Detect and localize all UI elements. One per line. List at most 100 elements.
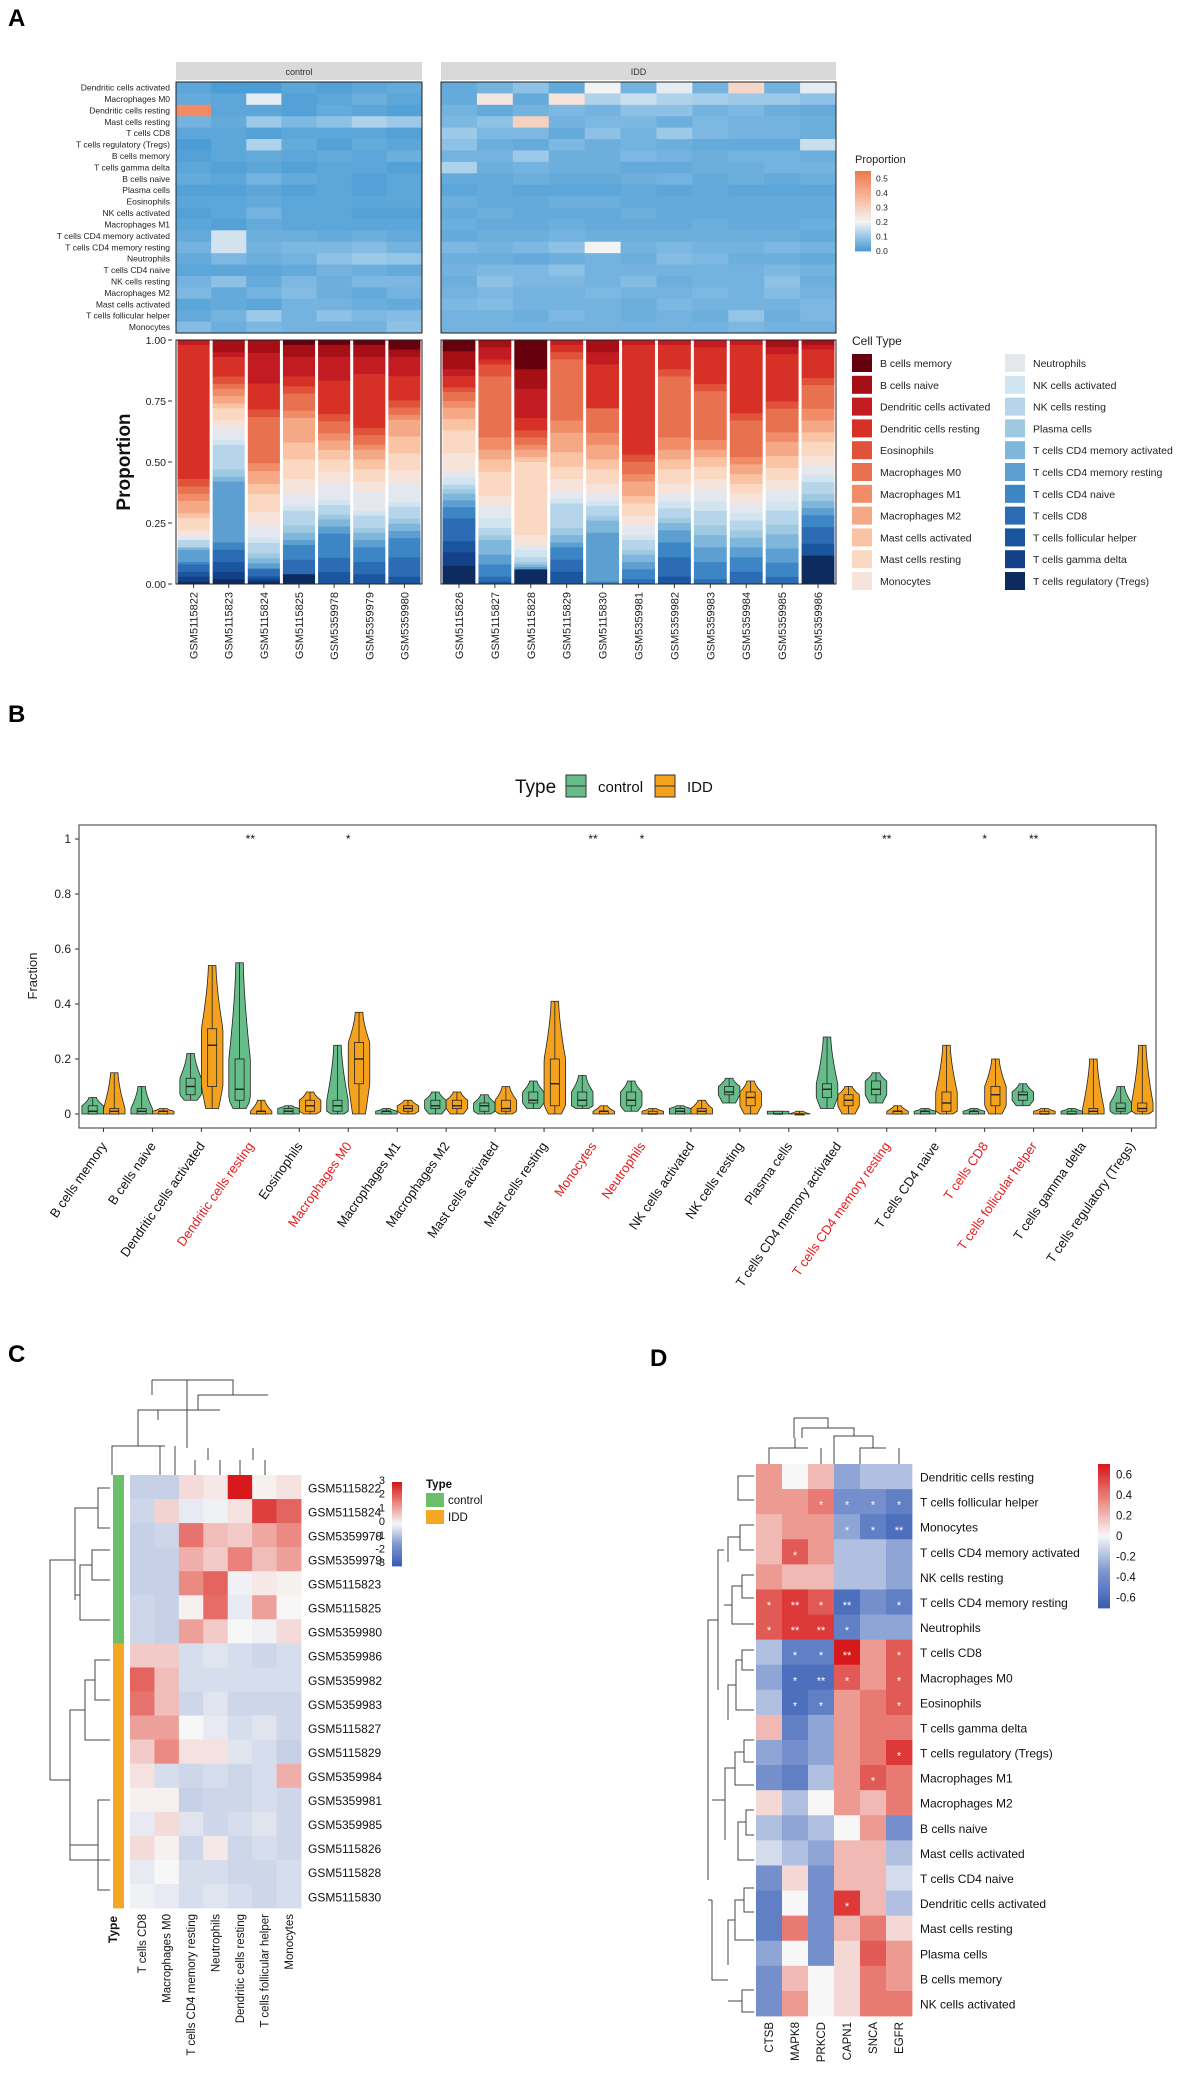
correlation-cell [808, 1990, 835, 2017]
heatmap-cell [211, 287, 247, 300]
colorbar-step [392, 1538, 402, 1542]
legend-swatch [1005, 354, 1025, 372]
heatmap-cell [211, 196, 247, 208]
heatmap-cell [728, 253, 765, 265]
heatmap-cell [584, 127, 621, 140]
heatmap-cell [692, 196, 729, 208]
stacked-segment [765, 456, 799, 469]
colorbar-step [1098, 1574, 1110, 1578]
stacked-segment [177, 501, 210, 514]
stacked-segment [247, 568, 280, 577]
heatmap-cell [441, 310, 478, 322]
heatmap-cell [281, 150, 317, 163]
heatmap-cell [476, 173, 514, 186]
legend-swatch [1005, 375, 1025, 394]
colorbar-step [855, 175, 871, 178]
row-label: Macrophages M1 [920, 1772, 1013, 1786]
colorbar-step [855, 217, 871, 220]
heatmap-cell [276, 1547, 302, 1572]
correlation-cell [808, 1689, 835, 1716]
heatmap-cell [512, 161, 550, 174]
heatmap-cell [154, 1571, 180, 1596]
stacked-segment [282, 393, 316, 412]
colorbar-step [855, 171, 871, 174]
legend-label: Macrophages M0 [880, 467, 961, 479]
correlation-cell [782, 1940, 809, 1967]
heatmap-cell [154, 1883, 180, 1909]
colorbar-step [1098, 1593, 1110, 1597]
heatmap-cell [176, 310, 212, 322]
stacked-segment [657, 523, 691, 531]
significance-star: * [793, 1550, 798, 1562]
heatmap-cell [154, 1715, 180, 1741]
box [1017, 1091, 1028, 1101]
stacked-segment [478, 437, 512, 451]
stacked-segment [622, 454, 655, 463]
stacked-segment [478, 459, 512, 473]
correlation-cell [860, 1940, 887, 1967]
stacked-segment [212, 403, 245, 409]
correlation-cell [886, 1539, 913, 1565]
heatmap-cell [620, 161, 657, 174]
heatmap-cell [476, 161, 514, 174]
heatmap-cell [656, 207, 693, 220]
correlation-cell [808, 1765, 835, 1791]
heatmap-cell [227, 1883, 253, 1909]
heatmap-cell [656, 298, 693, 311]
correlation-cell [860, 1790, 887, 1816]
heatmap-cell [764, 321, 801, 334]
heatmap-cell [176, 161, 212, 174]
heatmap-cell [351, 298, 388, 311]
heatmap-cell [620, 150, 657, 163]
heatmap-cell [764, 275, 801, 288]
heatmap-cell [512, 310, 550, 322]
heatmap-cell [176, 173, 212, 186]
heatmap-cell [211, 264, 247, 277]
heatmap-cell [227, 1643, 253, 1668]
heatmap-cell [178, 1523, 204, 1548]
heatmap-cell [252, 1715, 277, 1741]
colorbar-tick: -1 [375, 1530, 385, 1542]
heatmap-cell [316, 218, 353, 231]
x-category-label: T cells CD8 [940, 1139, 991, 1202]
heatmap-row-label: Plasma cells [122, 185, 170, 195]
sample-label: GSM5115822 [189, 592, 201, 659]
stacked-segment [622, 515, 655, 526]
heatmap-cell [548, 298, 586, 311]
heatmap-cell [656, 104, 693, 117]
heatmap-cell [692, 184, 729, 197]
stacked-segment [282, 340, 316, 346]
significance-star: * [845, 1625, 850, 1637]
stacked-segment [729, 340, 763, 346]
stacked-segment [693, 457, 727, 468]
colorbar-step [855, 239, 871, 242]
stacked-segment [801, 377, 835, 386]
colorbar-step [1098, 1504, 1110, 1508]
heatmap-cell [476, 253, 514, 265]
heatmap-cell [227, 1475, 253, 1500]
heatmap-cell [252, 1499, 277, 1524]
colorbar-step [1098, 1540, 1110, 1544]
stacked-segment [212, 383, 245, 390]
colorbar-step [1098, 1490, 1110, 1494]
stacked-segment [353, 435, 386, 446]
colorbar-tick: -2 [375, 1544, 385, 1556]
x-category-label: B cells naive [105, 1139, 159, 1207]
heatmap-cell [203, 1787, 229, 1813]
x-category-label: T cells regulatory (Tregs) [1043, 1139, 1138, 1265]
stacked-segment [282, 574, 316, 585]
heatmap-cell [441, 264, 478, 277]
stacked-segment [282, 410, 316, 419]
heatmap-cell [764, 253, 801, 265]
colorbar-step [392, 1536, 402, 1540]
significance-star: ** [843, 1650, 852, 1662]
heatmap-cell [154, 1643, 180, 1668]
heatmap-cell [176, 93, 212, 106]
legend-label: control [448, 1495, 483, 1507]
significance-star: * [819, 1650, 824, 1662]
correlation-cell [756, 1890, 783, 1917]
heatmap-cell [512, 150, 550, 163]
heatmap-cell [728, 139, 765, 151]
heatmap-cell [211, 116, 247, 129]
correlation-cell [834, 1915, 861, 1942]
